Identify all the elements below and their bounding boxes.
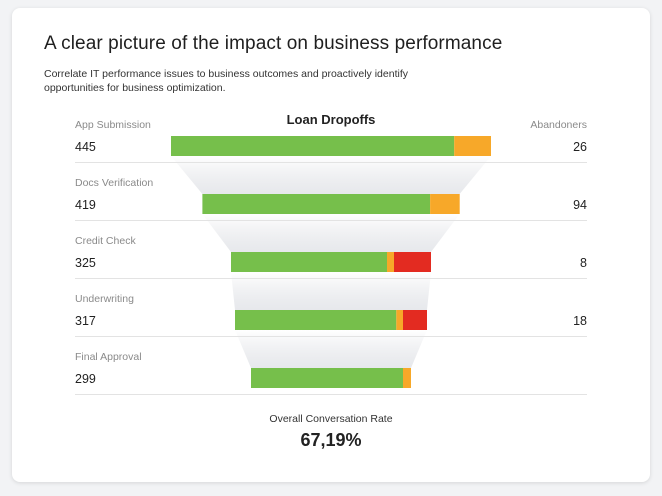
funnel-connector: [231, 272, 431, 310]
bar-warning-segment: [396, 310, 403, 330]
abandoners-header: Abandoners: [530, 119, 587, 131]
stage-abandoners: 26: [573, 140, 587, 154]
stage-label: Credit Check: [75, 235, 136, 247]
funnel-connector: [171, 156, 491, 194]
funnel-stage: Underwriting 317 18: [75, 293, 587, 351]
conversion-rate-value: 67,19%: [300, 430, 362, 450]
funnel-stage: Docs Verification 419 94: [75, 177, 587, 235]
bar-error-segment: [403, 310, 427, 330]
stage-abandoners: 94: [573, 198, 587, 212]
funnel-stage: Final Approval 299: [75, 351, 587, 409]
funnel-connector: [235, 330, 427, 368]
bar-warning-segment: [403, 368, 411, 388]
stage-abandoners: 18: [573, 314, 587, 328]
funnel-connector: [202, 214, 460, 252]
funnel-stage: Credit Check 325 8: [75, 235, 587, 293]
bar-success-segment: [202, 194, 431, 214]
stage-divider: [75, 278, 587, 279]
funnel-connectors: [171, 156, 491, 368]
bar-warning-segment: [387, 252, 394, 272]
stage-abandoners: 8: [580, 256, 587, 270]
stage-label: Final Approval: [75, 351, 142, 363]
stage-value: 445: [75, 140, 96, 154]
page-subtitle: Correlate IT performance issues to busin…: [44, 68, 408, 94]
bar-success-segment: [171, 136, 455, 156]
bar-error-segment: [394, 252, 431, 272]
stage-divider: [75, 220, 587, 221]
funnel-stage: App Submission 445 26: [75, 119, 587, 177]
stage-value: 325: [75, 256, 96, 270]
stage-label: Docs Verification: [75, 177, 154, 189]
conversion-rate-label: Overall Conversation Rate: [269, 413, 393, 425]
bar-warning-segment: [430, 194, 460, 214]
stage-value: 419: [75, 198, 96, 212]
stage-value: 317: [75, 314, 96, 328]
stage-divider: [75, 162, 587, 163]
stage-value: 299: [75, 372, 96, 386]
bar-success-segment: [251, 368, 403, 388]
stage-label: Underwriting: [75, 293, 134, 305]
bar-success-segment: [235, 310, 397, 330]
bar-warning-segment: [454, 136, 491, 156]
page-title: A clear picture of the impact on busines…: [44, 33, 503, 54]
bar-success-segment: [231, 252, 387, 272]
stage-divider: [75, 394, 587, 395]
stage-label: App Submission: [75, 119, 151, 131]
stage-divider: [75, 336, 587, 337]
chart-title: Loan Dropoffs: [286, 112, 376, 127]
